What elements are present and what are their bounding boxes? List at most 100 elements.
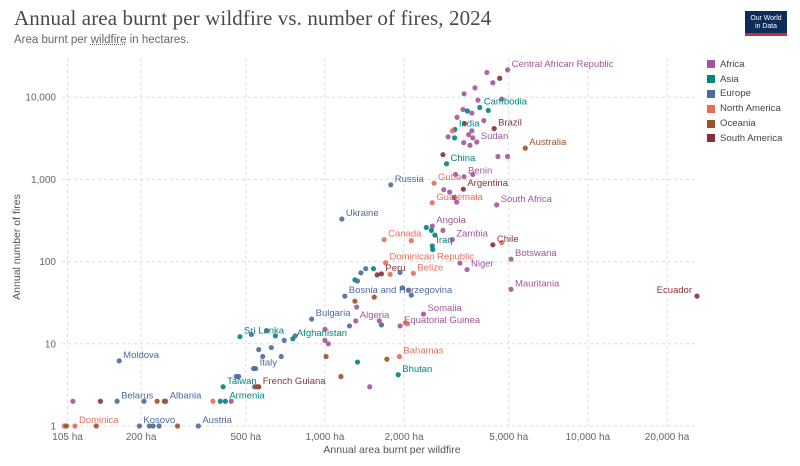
point-africa-122[interactable] (367, 384, 373, 390)
point-europe-137[interactable] (150, 423, 156, 429)
point-armenia[interactable] (222, 398, 228, 404)
point-south-america-48[interactable] (497, 75, 503, 81)
point-south-america-87[interactable] (374, 272, 380, 278)
point-asia-55[interactable] (464, 108, 470, 114)
point-kosovo[interactable] (136, 423, 143, 429)
point-africa-62[interactable] (470, 135, 476, 141)
point-canada[interactable] (381, 237, 387, 243)
point-mauritania[interactable] (508, 286, 514, 292)
point-europe-114[interactable] (278, 353, 284, 360)
point-europe-99[interactable] (378, 322, 385, 328)
point-europe-111[interactable] (268, 344, 274, 351)
point-africa-109[interactable] (322, 337, 328, 344)
point-africa-47[interactable] (472, 85, 478, 91)
point-sri-lanka[interactable] (237, 334, 243, 340)
point-europe-120[interactable] (250, 365, 257, 372)
point-africa-59[interactable] (469, 128, 475, 134)
point-north-america-130[interactable] (210, 398, 216, 404)
point-ecuador[interactable] (694, 293, 700, 299)
point-south-america-74[interactable] (451, 195, 457, 201)
point-argentina[interactable] (460, 186, 466, 192)
point-oceania-115[interactable] (323, 353, 329, 360)
point-africa-51[interactable] (499, 96, 505, 102)
point-australia[interactable] (522, 145, 528, 151)
legend-item-africa[interactable]: Africa (707, 57, 782, 72)
point-belarus[interactable] (114, 398, 120, 404)
legend-item-asia[interactable]: Asia (707, 72, 782, 87)
legend-item-south-america[interactable]: South America (707, 131, 782, 146)
point-africa-78[interactable] (440, 227, 446, 233)
point-europe-107[interactable] (292, 333, 298, 339)
point-south-america-69[interactable] (440, 152, 446, 158)
point-europe-100[interactable] (346, 323, 353, 329)
point-chile[interactable] (490, 242, 496, 248)
point-africa-53[interactable] (469, 110, 475, 116)
point-europe-86[interactable] (358, 270, 364, 276)
legend-item-oceania[interactable]: Oceania (707, 116, 782, 131)
point-oceania-139[interactable] (174, 423, 181, 429)
point-somalia[interactable] (420, 311, 427, 317)
point-asia-116[interactable] (354, 359, 361, 365)
point-africa-50[interactable] (475, 97, 481, 103)
point-africa-103[interactable] (322, 326, 328, 332)
owid-logo[interactable]: Our World in Data (745, 11, 787, 36)
point-africa-132[interactable] (228, 398, 234, 404)
point-asia-131[interactable] (217, 398, 223, 404)
point-europe-127[interactable] (141, 398, 147, 404)
point-africa-45[interactable] (484, 69, 490, 76)
point-europe-105[interactable] (248, 331, 254, 338)
point-russia[interactable] (388, 182, 394, 188)
point-asia-77[interactable] (428, 227, 434, 233)
point-asia-81[interactable] (430, 246, 436, 253)
point-north-america-60[interactable] (449, 128, 455, 134)
point-oceania-129[interactable] (161, 398, 167, 404)
point-africa-98[interactable] (376, 318, 382, 324)
point-africa-52[interactable] (460, 106, 466, 113)
point-europe-91[interactable] (354, 278, 361, 284)
legend-item-europe[interactable]: Europe (707, 87, 782, 102)
point-south-america-58[interactable] (461, 120, 467, 127)
point-africa-93[interactable] (405, 287, 412, 293)
point-europe-136[interactable] (146, 423, 153, 429)
point-dominica[interactable] (72, 423, 78, 429)
point-asia-106[interactable] (272, 333, 278, 339)
point-taiwan[interactable] (220, 384, 226, 390)
point-africa-110[interactable] (325, 341, 331, 347)
point-oceania-117[interactable] (384, 356, 390, 362)
point-guatemala[interactable] (429, 200, 435, 206)
point-africa-57[interactable] (481, 117, 487, 124)
point-oceania-96[interactable] (352, 298, 358, 304)
point-moldova[interactable] (116, 358, 122, 364)
point-asia-56[interactable] (485, 107, 491, 114)
point-ukraine[interactable] (339, 216, 345, 222)
legend-item-north-america[interactable]: North America (707, 101, 782, 116)
point-africa-125[interactable] (70, 398, 76, 404)
point-europe-92[interactable] (399, 285, 405, 291)
point-belize[interactable] (410, 270, 417, 276)
point-central-african-republic[interactable] (504, 67, 511, 73)
point-north-america-102[interactable] (404, 321, 411, 327)
point-equatorial-guinea[interactable] (397, 323, 403, 329)
point-peru[interactable] (378, 271, 385, 277)
point-algeria[interactable] (353, 318, 359, 324)
point-africa-71[interactable] (470, 171, 476, 178)
point-angola[interactable] (429, 223, 435, 229)
point-europe-89[interactable] (397, 269, 403, 275)
point-africa-73[interactable] (447, 189, 453, 195)
point-south-africa[interactable] (494, 202, 500, 208)
point-oceania-135[interactable] (93, 423, 99, 429)
point-africa-75[interactable] (454, 199, 460, 205)
point-africa-46[interactable] (490, 80, 496, 86)
point-europe-113[interactable] (260, 353, 266, 360)
point-europe-119[interactable] (236, 373, 242, 380)
point-oceania-134[interactable] (63, 423, 70, 429)
point-africa-70[interactable] (453, 171, 459, 178)
point-africa-67[interactable] (495, 153, 501, 160)
point-asia-84[interactable] (370, 266, 377, 272)
point-south-america-126[interactable] (97, 398, 104, 404)
point-china[interactable] (443, 161, 450, 167)
point-europe-112[interactable] (256, 347, 262, 353)
point-africa-65[interactable] (461, 140, 467, 146)
point-oceania-121[interactable] (338, 373, 344, 380)
point-europe-138[interactable] (156, 423, 162, 429)
